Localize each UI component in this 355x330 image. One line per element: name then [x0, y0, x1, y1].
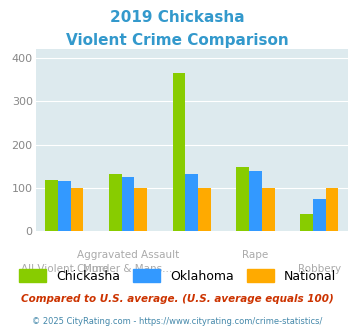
Text: Aggravated Assault: Aggravated Assault	[77, 250, 179, 260]
Bar	[109, 174, 121, 231]
Text: Compared to U.S. average. (U.S. average equals 100): Compared to U.S. average. (U.S. average …	[21, 294, 334, 304]
Bar	[262, 188, 274, 231]
Bar	[300, 214, 313, 231]
Bar	[249, 171, 262, 231]
Text: Robbery: Robbery	[297, 264, 341, 274]
Bar	[58, 181, 71, 231]
Text: Murder & Mans...: Murder & Mans...	[83, 264, 173, 274]
Legend: Chickasha, Oklahoma, National: Chickasha, Oklahoma, National	[14, 264, 341, 288]
Bar	[45, 181, 58, 231]
Bar	[326, 188, 338, 231]
Text: © 2025 CityRating.com - https://www.cityrating.com/crime-statistics/: © 2025 CityRating.com - https://www.city…	[32, 317, 323, 326]
Bar	[198, 188, 211, 231]
Text: Rape: Rape	[242, 250, 269, 260]
Bar	[313, 199, 326, 231]
Text: 2019 Chickasha: 2019 Chickasha	[110, 10, 245, 25]
Bar	[173, 73, 185, 231]
Bar	[236, 167, 249, 231]
Bar	[121, 177, 134, 231]
Bar	[134, 188, 147, 231]
Text: All Violent Crime: All Violent Crime	[21, 264, 108, 274]
Text: Violent Crime Comparison: Violent Crime Comparison	[66, 33, 289, 48]
Bar	[71, 188, 83, 231]
Bar	[185, 174, 198, 231]
